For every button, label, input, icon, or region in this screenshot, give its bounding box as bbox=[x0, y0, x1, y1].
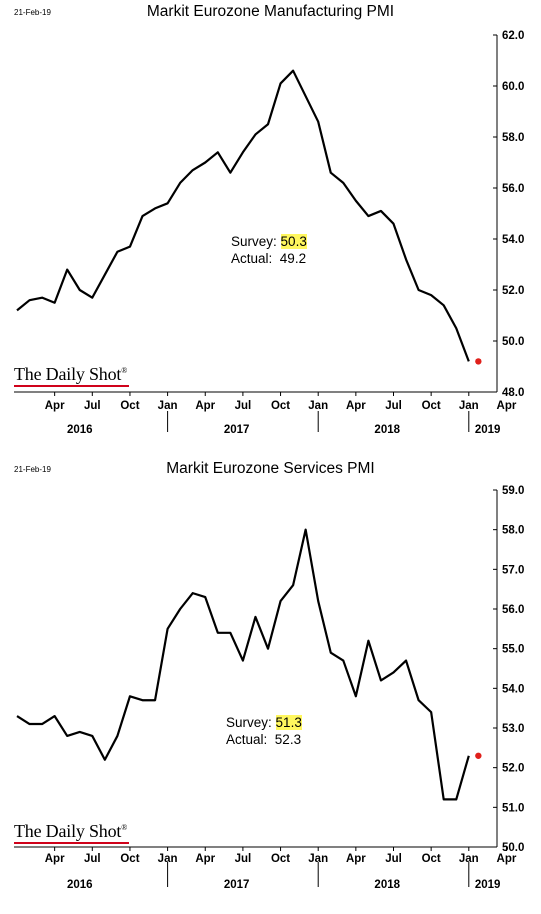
y-tick-label: 56.0 bbox=[502, 183, 524, 195]
chart-title: Markit Eurozone Manufacturing PMI bbox=[146, 3, 395, 20]
x-tick-label: Jan bbox=[459, 853, 479, 865]
x-tick-label: Jul bbox=[385, 853, 402, 865]
x-tick-label: Oct bbox=[422, 400, 441, 412]
x-tick-label: Jul bbox=[235, 400, 252, 412]
y-tick-label: 62.0 bbox=[502, 30, 524, 42]
brand-logo: The Daily Shot® bbox=[14, 364, 127, 385]
actual-label: Actual: bbox=[226, 732, 268, 747]
y-tick-label: 57.0 bbox=[502, 564, 524, 576]
x-tick-label: Jul bbox=[235, 853, 252, 865]
survey-value: 50.3 bbox=[280, 234, 307, 249]
x-tick-label: Jul bbox=[84, 400, 101, 412]
y-tick-label: 54.0 bbox=[502, 234, 524, 246]
brand-underline bbox=[14, 385, 129, 387]
brand-mark: ® bbox=[121, 366, 128, 375]
y-tick-label: 52.0 bbox=[502, 285, 524, 297]
date-stamp: 21-Feb-19 bbox=[14, 8, 51, 17]
y-tick-label: 55.0 bbox=[502, 644, 524, 656]
y-tick-label: 58.0 bbox=[502, 525, 524, 537]
manufacturing-pmi-chart: 62.0 60.0 58.0 56.0 54.0 52.0 50.0 48.0 Apr Jul Oc… bbox=[0, 0, 541, 452]
year-label: 2019 bbox=[475, 879, 501, 891]
y-tick-label: 60.0 bbox=[502, 81, 524, 93]
x-tick-label: Jul bbox=[385, 400, 402, 412]
x-tick-label: Jan bbox=[308, 400, 328, 412]
date-stamp: 21-Feb-19 bbox=[14, 465, 51, 474]
x-tick-label: Apr bbox=[195, 400, 215, 412]
year-label: 2017 bbox=[224, 424, 250, 436]
services-pmi-chart: 59.0 58.0 57.0 56.0 55.0 54.0 53.0 52.0 51.0 50.0… bbox=[0, 457, 541, 914]
x-tick-label: Jan bbox=[459, 400, 479, 412]
x-tick-label: Apr bbox=[497, 400, 517, 412]
chart-title: Markit Eurozone Services PMI bbox=[166, 460, 375, 477]
year-label: 2018 bbox=[374, 879, 400, 891]
year-label: 2017 bbox=[224, 879, 250, 891]
year-label: 2018 bbox=[374, 424, 400, 436]
x-tick-label: Apr bbox=[45, 400, 65, 412]
y-tick-label: 53.0 bbox=[502, 723, 524, 735]
x-tick-label: Apr bbox=[45, 853, 65, 865]
y-tick-label: 54.0 bbox=[502, 683, 524, 695]
services-chart-canvas: 59.0 58.0 57.0 56.0 55.0 54.0 53.0 52.0 51.0 50.0… bbox=[14, 485, 524, 891]
x-tick-label: Apr bbox=[346, 400, 366, 412]
x-tick-label: Apr bbox=[346, 853, 366, 865]
series-line bbox=[16, 528, 470, 801]
x-tick-label: Jan bbox=[158, 400, 178, 412]
year-label: 2016 bbox=[67, 879, 93, 891]
latest-data-point bbox=[475, 752, 482, 759]
x-tick-label: Apr bbox=[497, 853, 517, 865]
survey-value: 51.3 bbox=[275, 715, 302, 730]
brand-logo: The Daily Shot® bbox=[14, 821, 127, 842]
y-tick-label: 48.0 bbox=[502, 387, 524, 399]
x-tick-label: Oct bbox=[271, 853, 290, 865]
survey-label: Survey: bbox=[231, 234, 277, 249]
year-label: 2016 bbox=[67, 424, 93, 436]
latest-data-point bbox=[475, 358, 482, 365]
brand-mark: ® bbox=[121, 823, 128, 832]
y-tick-label: 56.0 bbox=[502, 604, 524, 616]
actual-label: Actual: bbox=[231, 251, 273, 266]
y-tick-label: 51.0 bbox=[502, 802, 524, 814]
y-tick-label: 50.0 bbox=[502, 336, 524, 348]
x-tick-label: Oct bbox=[422, 853, 441, 865]
survey-annotation: Survey: 51.3 Actual: 52.3 bbox=[226, 714, 302, 748]
brand-name: The Daily Shot bbox=[14, 364, 122, 384]
brand-underline bbox=[14, 842, 129, 844]
survey-annotation: Survey: 50.3 Actual: 49.2 bbox=[231, 233, 307, 267]
actual-value: 52.3 bbox=[274, 732, 302, 747]
x-tick-label: Jan bbox=[308, 853, 328, 865]
y-tick-label: 50.0 bbox=[502, 842, 524, 854]
x-tick-label: Oct bbox=[271, 400, 290, 412]
x-tick-label: Jan bbox=[158, 853, 178, 865]
series-line bbox=[16, 69, 470, 362]
brand-name: The Daily Shot bbox=[14, 821, 122, 841]
x-tick-label: Apr bbox=[195, 853, 215, 865]
year-label: 2019 bbox=[475, 424, 501, 436]
y-tick-label: 52.0 bbox=[502, 763, 524, 775]
survey-label: Survey: bbox=[226, 715, 272, 730]
x-tick-label: Oct bbox=[120, 853, 139, 865]
y-tick-label: 58.0 bbox=[502, 132, 524, 144]
x-tick-label: Oct bbox=[120, 400, 139, 412]
actual-value: 49.2 bbox=[279, 251, 307, 266]
y-tick-label: 59.0 bbox=[502, 485, 524, 497]
x-tick-label: Jul bbox=[84, 853, 101, 865]
